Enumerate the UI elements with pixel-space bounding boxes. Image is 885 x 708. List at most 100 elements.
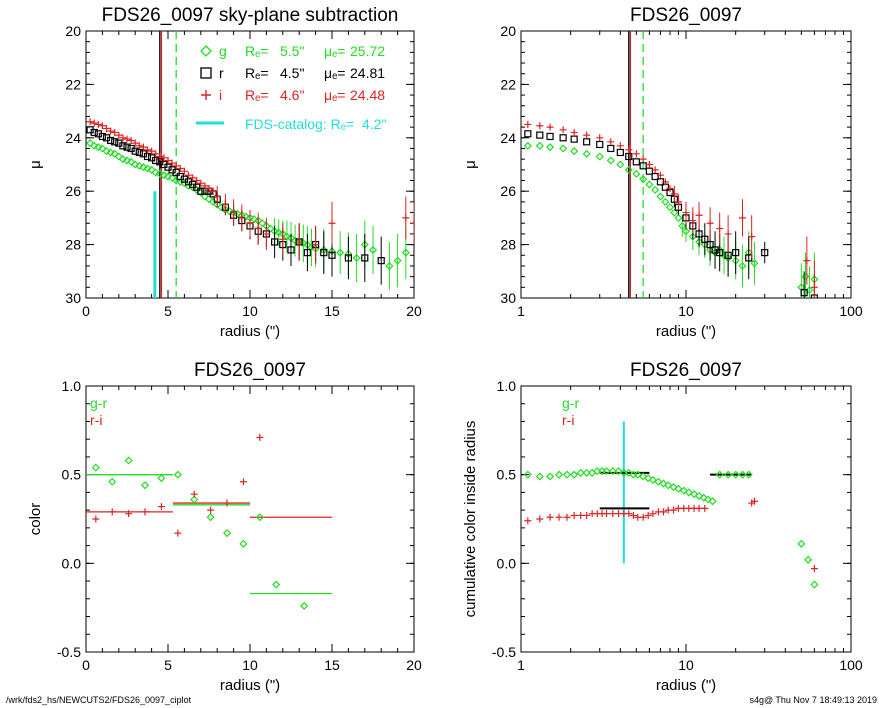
data-point	[147, 165, 156, 174]
data-point	[608, 467, 617, 476]
data-point	[238, 214, 246, 222]
data-point	[172, 168, 180, 177]
data-point	[664, 481, 673, 490]
data-point	[674, 484, 683, 493]
data-point	[644, 511, 652, 519]
data-point	[106, 148, 115, 157]
data-point	[625, 152, 633, 161]
data-point	[174, 529, 182, 537]
data-point	[98, 122, 106, 130]
data-point	[152, 150, 160, 158]
legend-marker-diamond-icon	[200, 45, 212, 57]
data-point	[255, 513, 264, 522]
x-axis-label: radius (")	[220, 323, 280, 340]
chart-title: FDS26_0097	[194, 360, 306, 381]
data-point	[546, 123, 554, 131]
data-point	[695, 211, 703, 219]
data-point	[523, 470, 532, 479]
x-tick-label: 10	[678, 303, 694, 319]
data-point	[761, 249, 769, 257]
data-point	[624, 165, 633, 174]
data-point	[715, 470, 724, 479]
data-point	[185, 171, 192, 179]
data-point	[695, 491, 704, 500]
y-tick-label: 0.5	[62, 467, 82, 483]
data-point	[724, 470, 733, 479]
data-point	[583, 511, 591, 519]
data-point	[300, 601, 309, 610]
data-point	[810, 565, 818, 573]
data-point	[666, 185, 674, 193]
data-point	[797, 539, 806, 548]
data-point	[616, 148, 624, 157]
x-tick-label: 100	[839, 657, 863, 673]
legend-g-r-left: g-r	[90, 395, 107, 411]
y-tick-label: -0.5	[492, 644, 516, 660]
data-point	[669, 483, 678, 492]
legend-band-g: g	[219, 43, 227, 59]
legend-r-i-left: r-i	[90, 412, 102, 428]
data-point	[279, 235, 287, 243]
data-point	[614, 467, 623, 476]
data-point	[570, 135, 578, 143]
y-tick-label: 20	[500, 23, 516, 39]
chart-p4: FDS26_0097 1 10 100 -0.5 0.0 0.5 1.0 radius (") c…	[462, 360, 863, 694]
data-point	[624, 468, 633, 477]
y-tick-label: 28	[65, 237, 81, 253]
data-point	[654, 477, 663, 486]
data-point	[193, 177, 201, 185]
data-point	[197, 179, 205, 187]
data-point	[144, 146, 151, 154]
data-point	[94, 143, 103, 152]
data-point	[570, 128, 578, 136]
data-point	[731, 470, 740, 479]
data-point	[207, 506, 215, 514]
data-point	[239, 539, 248, 548]
data-point	[250, 215, 259, 224]
data-point	[320, 249, 328, 257]
data-point	[222, 529, 232, 538]
data-point	[131, 160, 140, 169]
data-point	[546, 472, 555, 481]
data-point	[119, 142, 127, 150]
data-point	[282, 232, 291, 241]
data-point	[656, 171, 664, 179]
data-point	[596, 134, 604, 142]
data-point	[708, 497, 717, 506]
data-point	[659, 508, 667, 516]
series-r	[524, 130, 818, 298]
data-point	[536, 131, 544, 139]
y-axis-label: cumulative color inside radius	[462, 421, 479, 618]
y-tick-label: -0.5	[57, 644, 81, 660]
data-point	[205, 185, 213, 193]
data-point	[118, 155, 127, 164]
data-point	[140, 481, 150, 490]
data-point	[271, 238, 279, 246]
data-point	[190, 495, 199, 504]
legend-catalog-value: 4.2"	[362, 116, 386, 132]
data-point	[230, 209, 238, 217]
data-point	[703, 495, 713, 504]
data-point	[651, 172, 659, 181]
data-point	[274, 228, 283, 237]
data-point	[690, 490, 699, 499]
data-point	[151, 168, 160, 177]
data-point	[295, 238, 303, 246]
data-point	[98, 132, 107, 141]
data-point	[189, 174, 197, 182]
legend-mu-value-r: 24.81	[350, 65, 385, 81]
data-point	[152, 156, 160, 165]
data-point	[524, 130, 532, 138]
data-point	[368, 245, 378, 254]
data-point	[168, 173, 177, 182]
data-point	[111, 138, 119, 146]
legend-re-value-r: 4.5"	[280, 65, 304, 81]
data-point	[625, 510, 633, 518]
chart-p1: FDS26_0097 sky-plane subtraction 0 5 10 15 20…	[27, 5, 422, 340]
data-point	[131, 147, 139, 155]
data-point	[536, 122, 544, 130]
data-point	[90, 141, 99, 150]
x-axis-label: radius (")	[220, 677, 280, 694]
data-point	[160, 154, 168, 162]
legend-catalog-label: FDS-catalog: Rₑ=	[245, 116, 354, 132]
